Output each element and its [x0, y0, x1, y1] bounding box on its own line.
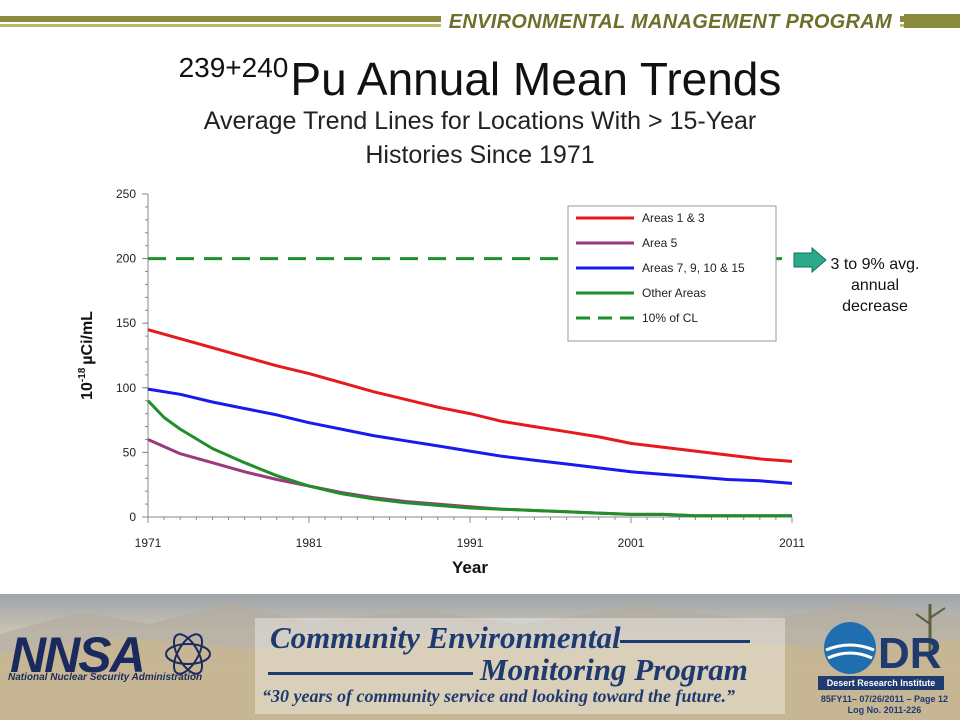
legend-label-5: 10% of CL	[642, 311, 698, 325]
nnsa-logo: NNSA	[10, 627, 211, 682]
title-text: Pu Annual Mean Trends	[290, 53, 782, 105]
log-number: 85FY11– 07/26/2011 – Page 12 Log No. 201…	[821, 694, 948, 716]
x-tick-label: 1991	[457, 536, 484, 550]
y-axis-label: 10-18 µCi/mL	[77, 311, 96, 400]
header-band: ENVIRONMENTAL MANAGEMENT PROGRAM	[0, 0, 960, 38]
trend-annotation: 3 to 9% avg. annual decrease	[810, 254, 940, 317]
cemp-rule1	[620, 640, 750, 643]
header-cap	[904, 14, 960, 28]
annotation-line2: annual	[850, 277, 900, 294]
y-tick-label: 250	[116, 187, 136, 201]
legend-label-2: Area 5	[642, 236, 678, 250]
nnsa-caption: National Nuclear Security Administration	[8, 672, 203, 683]
series-line-3	[147, 387, 793, 485]
svg-text:DRI: DRI	[878, 629, 942, 678]
annotation-line3: decrease	[842, 298, 908, 315]
legend-label-3: Areas 7, 9, 10 & 15	[642, 261, 745, 275]
x-tick-label: 1971	[135, 536, 162, 550]
legend-label-4: Other Areas	[642, 286, 706, 300]
y-tick-label: 150	[116, 316, 136, 330]
trend-chart: 0 50 100 150 200 250 1971 1981 1991 2001 2011 Area…	[77, 187, 805, 577]
page-reference: 85FY11– 07/26/2011 – Page 12	[820, 694, 948, 704]
log-number-text: Log No. 2011-226	[847, 705, 922, 715]
series-line-1	[147, 328, 793, 463]
y-axis-label-exponent: -18	[77, 367, 88, 382]
cemp-rule2	[268, 672, 473, 675]
cemp-title-line1: Community Environmental	[270, 620, 621, 655]
series-line-4	[146, 399, 792, 518]
legend-label-1: Areas 1 & 3	[642, 211, 705, 225]
subtitle-line2: Histories Since 1971	[365, 141, 595, 169]
page-title: 239+240Pu Annual Mean Trends	[0, 38, 960, 109]
x-tick-label: 1981	[296, 536, 323, 550]
y-tick-label: 100	[116, 381, 136, 395]
svg-text:NNSA: NNSA	[10, 627, 144, 682]
dri-caption: Desert Research Institute	[818, 676, 944, 690]
subtitle-line1: Average Trend Lines for Locations With >…	[203, 107, 757, 135]
dri-logo: DRI	[824, 622, 942, 678]
y-tick-label: 50	[123, 445, 137, 459]
program-name: ENVIRONMENTAL MANAGEMENT PROGRAM	[440, 10, 900, 34]
y-axis-label-base: 10	[79, 382, 96, 400]
x-axis-label: Year	[452, 558, 488, 577]
x-tick-label: 2011	[779, 536, 805, 550]
page-subtitle: Average Trend Lines for Locations With >…	[120, 104, 840, 172]
y-tick-label: 200	[116, 252, 136, 266]
footer-banner: NNSA National Nuclear Security Administr…	[0, 594, 960, 720]
chart-legend: Areas 1 & 3 Area 5 Areas 7, 9, 10 & 15 Othe…	[567, 205, 777, 342]
y-tick-label: 0	[129, 510, 136, 524]
chart-axes: 0 50 100 150 200 250 1971 1981 1991 2001 2011	[116, 187, 805, 550]
desert-mountains-image	[0, 604, 960, 720]
x-tick-label: 2001	[618, 536, 645, 550]
footer-panel	[255, 618, 785, 714]
cemp-tagline: “30 years of community service and looki…	[262, 686, 736, 706]
y-axis-label-unit: µCi/mL	[79, 311, 96, 365]
annotation-line1: 3 to 9% avg.	[830, 256, 920, 273]
annotation-arrow	[793, 246, 827, 274]
title-isotope-superscript: 239+240	[178, 52, 289, 83]
cemp-title-line2: Monitoring Program	[480, 652, 748, 687]
